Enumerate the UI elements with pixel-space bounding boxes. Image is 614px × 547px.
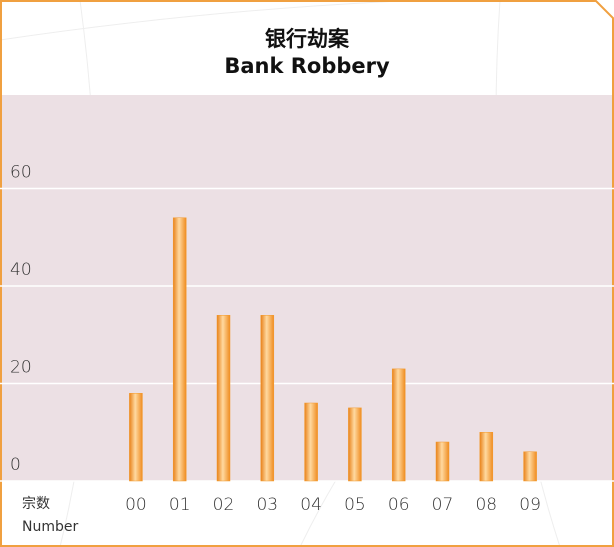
bar	[216, 315, 231, 482]
chart-subtitle: Bank Robbery	[224, 54, 390, 78]
bar	[172, 217, 187, 482]
bar	[129, 393, 143, 482]
x-tick-label: 00	[125, 495, 147, 515]
x-tick-label: 03	[256, 495, 278, 515]
bar	[304, 402, 318, 482]
x-tick-label: 01	[169, 495, 191, 515]
y-label: 宗数	[22, 496, 50, 512]
y-tick-label: 0	[10, 455, 21, 475]
x-tick-label: 05	[344, 495, 366, 515]
x-tick-label: 08	[475, 495, 497, 515]
bar	[479, 432, 494, 482]
bar	[435, 441, 450, 482]
y-label: Number	[22, 519, 78, 535]
bar	[260, 315, 275, 482]
bar	[391, 368, 406, 482]
x-tick-label: 06	[388, 495, 410, 515]
y-tick-label: 60	[10, 163, 32, 183]
x-tick-label: 04	[300, 495, 322, 515]
y-tick-label: 20	[10, 358, 32, 378]
bar	[348, 407, 362, 482]
x-tick-label: 07	[432, 495, 454, 515]
y-tick-label: 40	[10, 260, 32, 280]
bar	[523, 451, 537, 482]
x-tick-label: 09	[519, 495, 541, 515]
x-tick-label: 02	[213, 495, 235, 515]
chart-title: 银行劫案	[265, 27, 350, 51]
